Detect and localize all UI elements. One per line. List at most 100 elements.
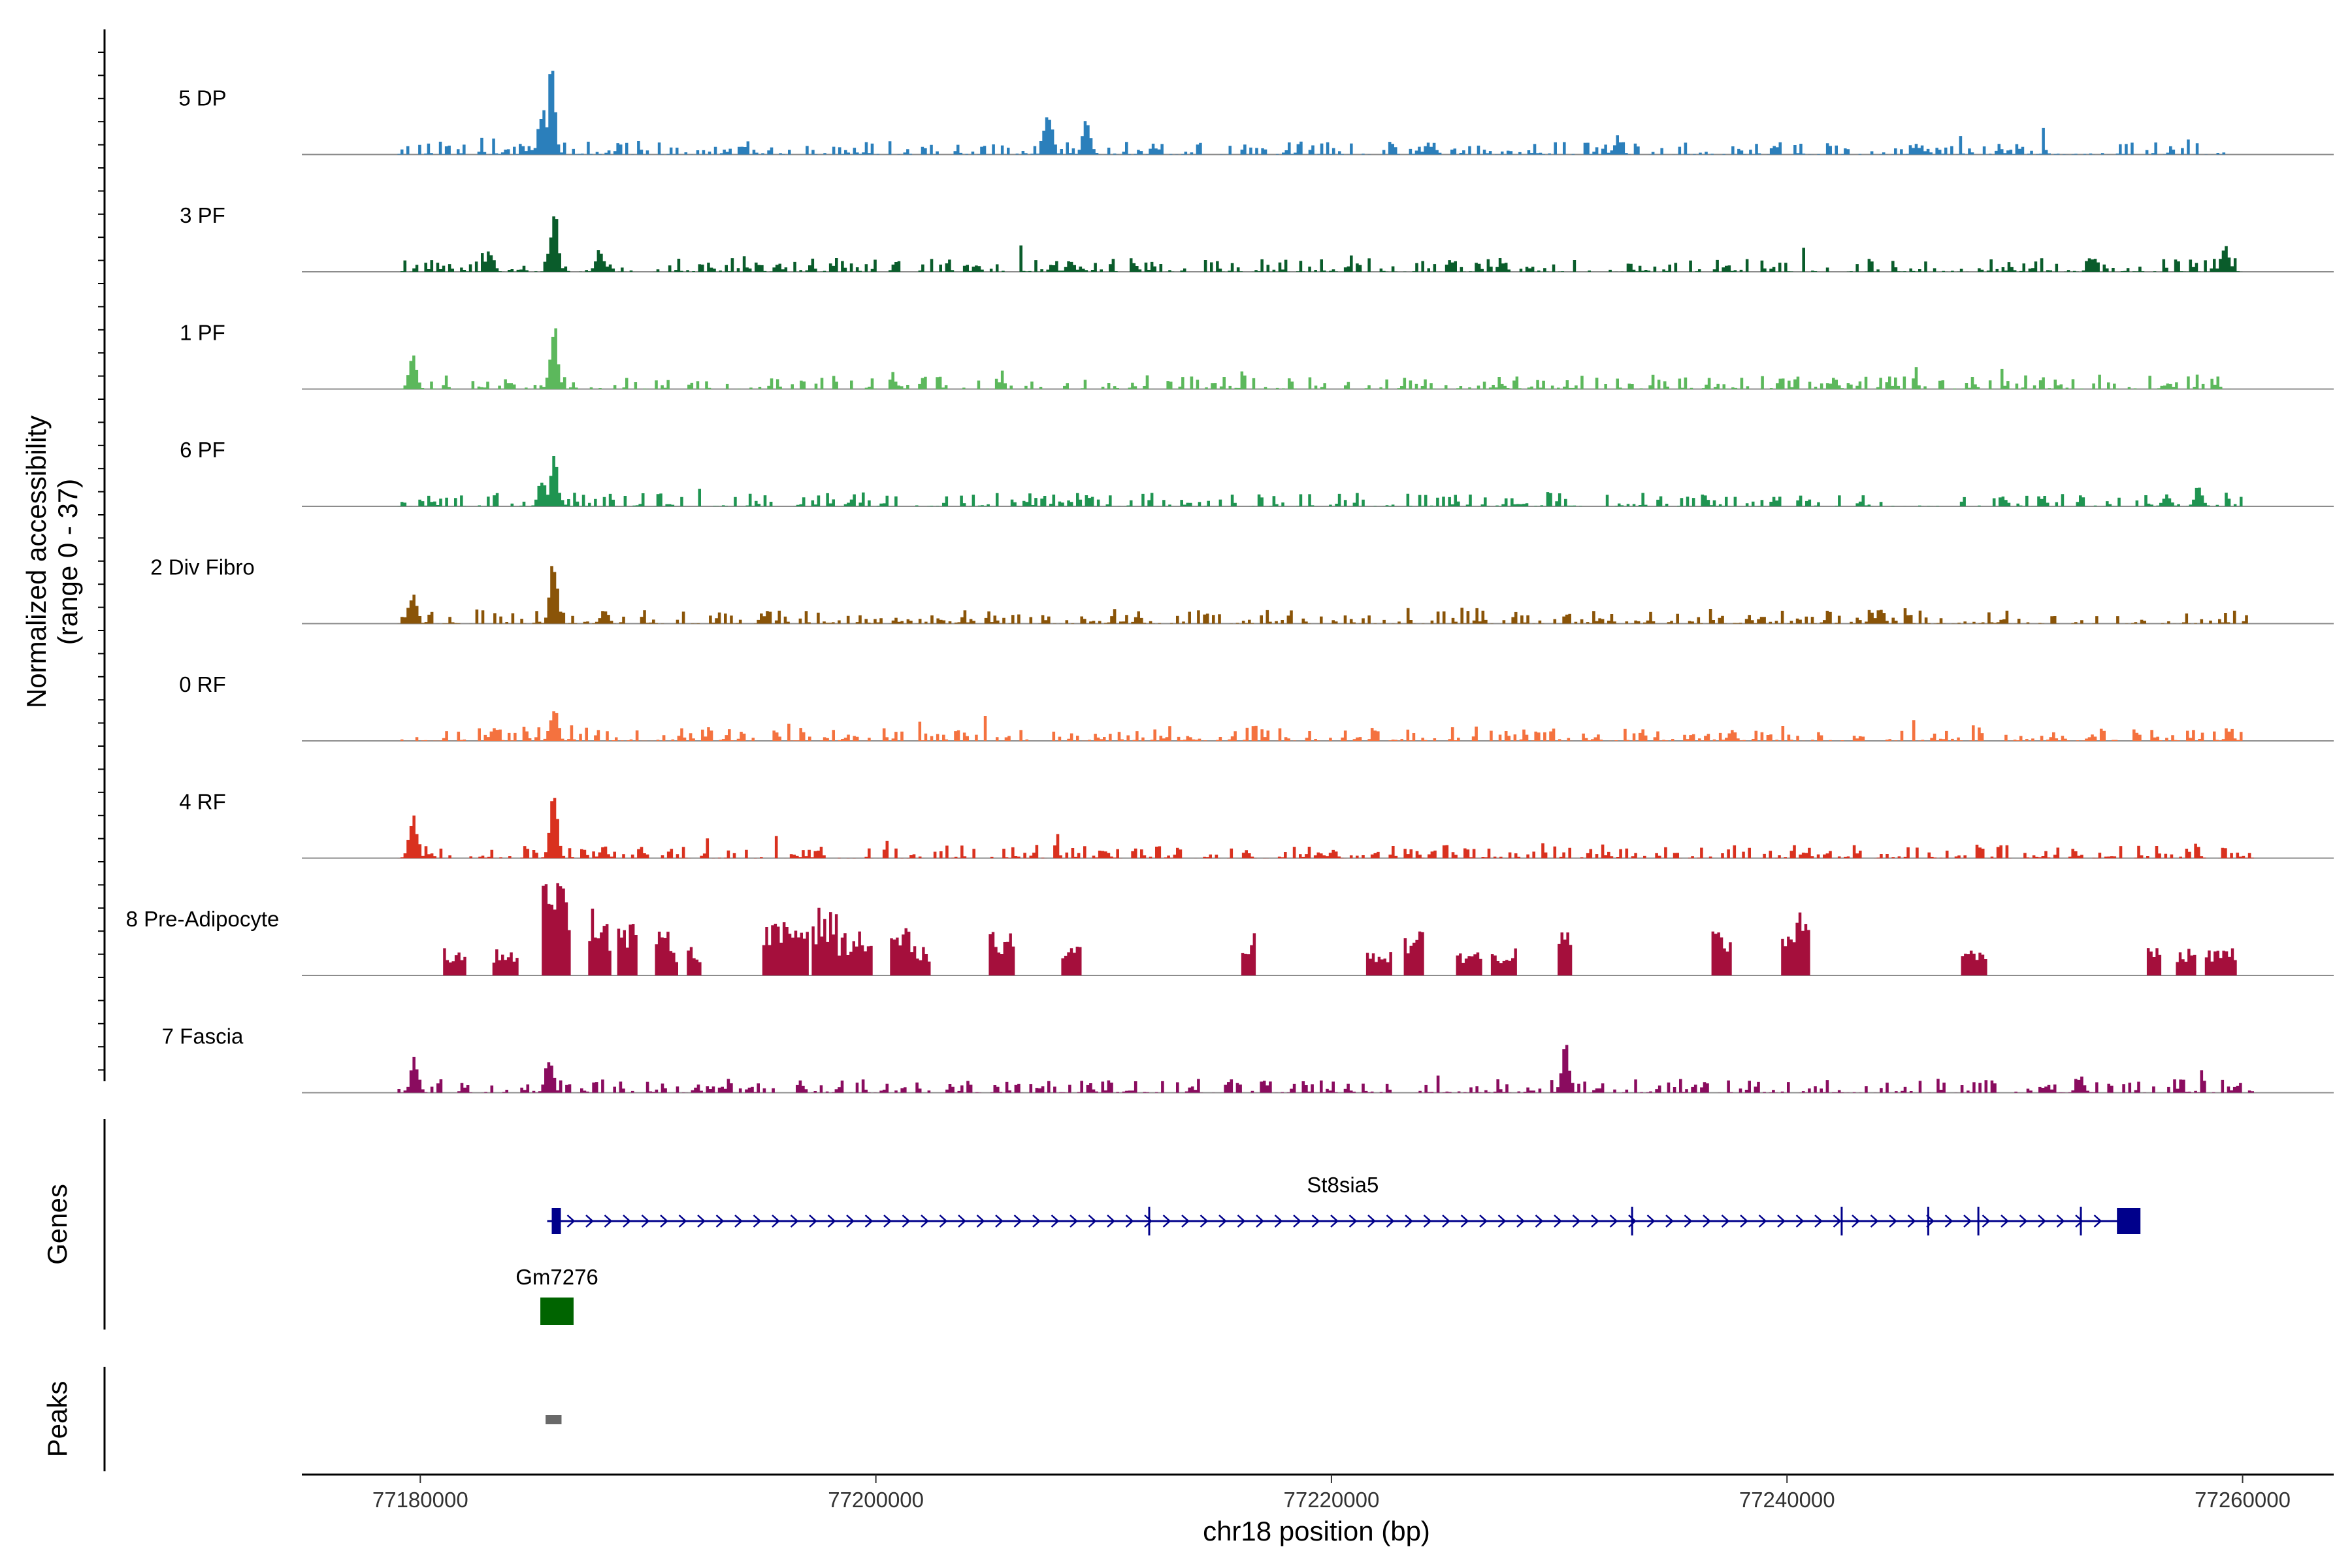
strand-arrow <box>1665 1215 1674 1228</box>
coverage-area <box>397 328 2232 389</box>
track-label: 5 DP <box>178 86 226 110</box>
track-9: 7 Fascia <box>162 1024 2334 1094</box>
strand-arrow <box>864 1215 874 1228</box>
peaks-track-label: Peaks <box>42 1381 73 1458</box>
strand-arrow <box>1330 1215 1339 1228</box>
genes-track-label: Genes <box>42 1184 73 1265</box>
strand-arrow <box>1554 1215 1562 1228</box>
x-tick-label: 77180000 <box>372 1488 468 1512</box>
strand-arrow <box>1721 1215 1730 1228</box>
strand-arrow <box>623 1215 631 1228</box>
strand-arrow <box>1256 1215 1264 1228</box>
strand-arrow <box>1870 1215 1879 1228</box>
strand-arrow <box>2038 1215 2046 1228</box>
strand-arrow <box>2075 1215 2083 1228</box>
strand-arrow <box>1852 1215 1860 1228</box>
strand-arrow <box>1703 1215 1711 1228</box>
strand-arrow <box>1795 1215 1805 1228</box>
strand-arrow <box>1646 1215 1656 1228</box>
track-label: 0 RF <box>179 672 226 696</box>
strand-arrow <box>902 1215 911 1228</box>
track-4: 6 PF <box>180 438 2334 507</box>
track-5: 2 Div Fibro <box>150 555 2334 625</box>
strand-arrow <box>1479 1215 1488 1228</box>
strand-arrow <box>883 1215 892 1228</box>
gene-label-gm7276: Gm7276 <box>515 1265 598 1289</box>
coverage-area <box>397 456 2243 506</box>
strand-arrow <box>1013 1215 1022 1228</box>
strand-arrow <box>1348 1215 1358 1228</box>
peaks-track: Peaks <box>42 1367 562 1471</box>
strand-arrow <box>1237 1215 1246 1228</box>
strand-arrow <box>697 1215 706 1228</box>
track-2: 3 PF <box>180 203 2334 272</box>
strand-arrow <box>1088 1215 1097 1228</box>
coverage-area <box>397 566 2255 624</box>
track-label: 6 PF <box>180 438 225 462</box>
strand-arrow <box>1814 1215 1823 1228</box>
strand-arrow <box>1032 1215 1041 1228</box>
gene-track: Genes St8sia5 Gm7276 <box>42 1119 2141 1330</box>
strand-arrow <box>827 1215 836 1228</box>
strand-arrow <box>1460 1215 1469 1228</box>
strand-arrow <box>1218 1215 1227 1228</box>
x-tick-label: 77260000 <box>2195 1488 2291 1512</box>
strand-arrow <box>1070 1215 1078 1228</box>
gene-st8sia5: St8sia5 <box>547 1173 2141 1235</box>
strand-arrow <box>995 1215 1004 1228</box>
gene-gm7276: Gm7276 <box>515 1265 598 1325</box>
coverage-area <box>397 711 2243 741</box>
strand-arrow <box>2056 1215 2065 1228</box>
strand-arrow <box>1367 1215 1376 1228</box>
strand-arrow <box>660 1215 668 1228</box>
strand-arrow <box>1907 1215 1916 1228</box>
coverage-area <box>397 1045 2255 1093</box>
strand-arrow <box>790 1215 799 1228</box>
strand-arrow <box>734 1215 743 1228</box>
strand-arrow <box>678 1215 687 1228</box>
strand-arrow <box>1386 1215 1395 1228</box>
strand-arrow <box>939 1215 948 1228</box>
strand-arrow <box>1758 1215 1767 1228</box>
strand-arrow <box>1497 1215 1507 1228</box>
strand-arrow <box>976 1215 985 1228</box>
strand-arrow <box>1572 1215 1581 1228</box>
strand-arrow <box>1442 1215 1450 1228</box>
track-7: 4 RF <box>179 790 2334 859</box>
strand-arrow <box>1051 1215 1060 1228</box>
strand-arrow <box>1535 1215 1544 1228</box>
gene-label-st8sia5: St8sia5 <box>1307 1173 1379 1197</box>
exon <box>551 1208 561 1234</box>
strand-arrow <box>604 1215 613 1228</box>
strand-arrow <box>2001 1215 2009 1228</box>
track-3: 1 PF <box>180 321 2334 390</box>
x-tick-label: 77240000 <box>1739 1488 1835 1512</box>
strand-arrow <box>1107 1215 1115 1228</box>
x-axis-title: chr18 position (bp) <box>1203 1516 1430 1546</box>
strand-arrow <box>585 1215 594 1228</box>
coverage-area <box>397 798 2255 858</box>
strand-arrow <box>1740 1215 1748 1228</box>
strand-arrow <box>566 1215 576 1228</box>
track-label: 1 PF <box>180 321 225 345</box>
strand-arrow <box>1274 1215 1283 1228</box>
x-axis: 77180000 77200000 77220000 77240000 77260000 <box>302 1473 2334 1512</box>
strand-arrow <box>1181 1215 1190 1228</box>
strand-arrow <box>1963 1215 1972 1228</box>
strand-arrow <box>1200 1215 1209 1228</box>
track-label: 2 Div Fibro <box>150 555 255 580</box>
x-tick-label: 77200000 <box>828 1488 924 1512</box>
strand-arrow <box>958 1215 966 1228</box>
y-axis <box>98 29 106 1081</box>
strand-arrow <box>1889 1215 1897 1228</box>
track-label: 4 RF <box>179 790 226 814</box>
y-axis-title: Normalized accessibility <box>21 416 52 708</box>
strand-arrow <box>1311 1215 1320 1228</box>
y-axis-range: (range 0 - 37) <box>52 479 83 645</box>
strand-arrow <box>1293 1215 1301 1228</box>
strand-arrow <box>641 1215 650 1228</box>
track-label: 3 PF <box>180 203 225 227</box>
strand-arrow <box>1833 1215 1842 1228</box>
strand-arrow <box>772 1215 780 1228</box>
